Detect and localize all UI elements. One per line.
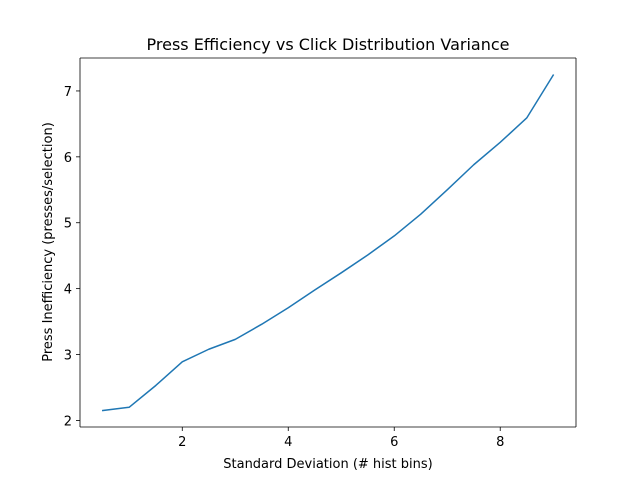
y-tick-label: 4: [64, 283, 72, 298]
y-tick-label: 5: [64, 217, 72, 232]
chart-title: Press Efficiency vs Click Distribution V…: [147, 35, 510, 54]
x-tick-label: 6: [390, 435, 398, 450]
x-tick-label: 2: [178, 435, 186, 450]
y-tick-label: 3: [64, 349, 72, 364]
x-axis-label: Standard Deviation (# hist bins): [223, 457, 433, 472]
series-line-1: [101, 74, 555, 412]
y-tick-label: 6: [64, 151, 72, 166]
y-tick-label: 7: [64, 85, 72, 100]
plot-area: 2 4 6 8 2 3 4 5 6 7: [64, 57, 577, 450]
x-tick-label: 8: [496, 435, 504, 450]
y-tick-label: 2: [64, 414, 72, 429]
y-axis-label: Press Inefficiency (presses/selection): [41, 122, 56, 362]
x-tick-label: 4: [284, 435, 292, 450]
